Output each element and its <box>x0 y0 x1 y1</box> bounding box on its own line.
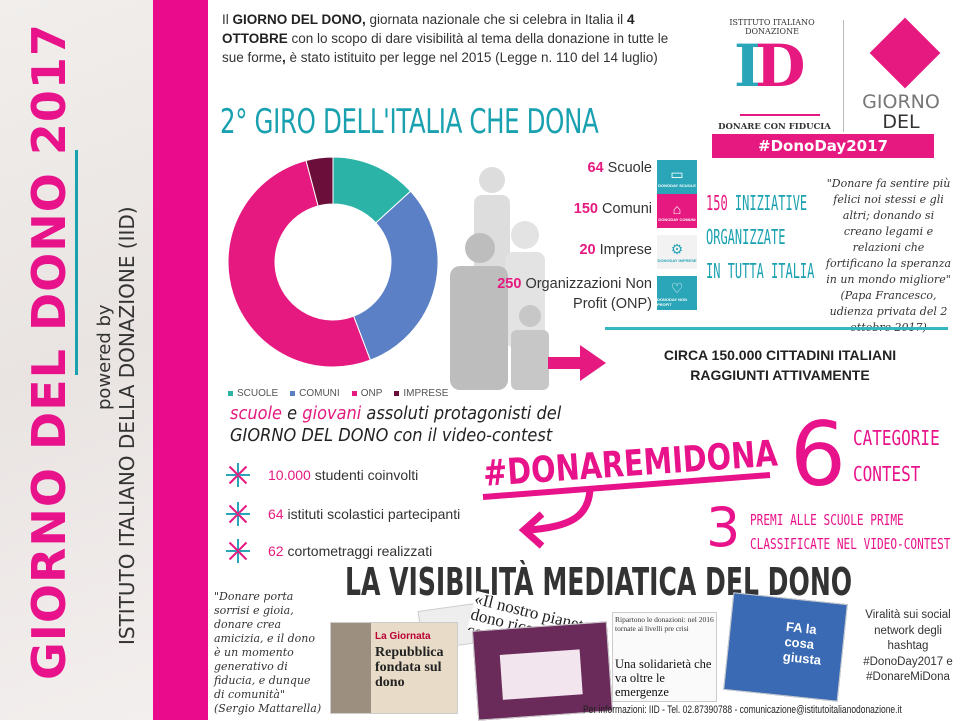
press-clipping-giornata: La Giornata Repubblica fondata sul dono <box>330 622 458 714</box>
logo-arc-text: ISTITUTO ITALIANO DONAZIONE <box>729 18 815 36</box>
asterisk-icon <box>226 463 250 487</box>
legend-label: IMPRESE <box>403 388 449 399</box>
asterisk-icon <box>226 502 250 526</box>
main-title: GIORNO DEL DONO 2017 <box>22 23 76 680</box>
legend-item-onp: ONP <box>351 388 383 400</box>
tile-onp: ♡ DONODAY NON PROFIT <box>657 276 697 310</box>
donut-slice-comuni <box>352 190 439 361</box>
legend-swatch <box>394 390 400 396</box>
legend-item-comuni: COMUNI <box>290 388 340 400</box>
categories-number: 6 <box>790 403 846 506</box>
legend-swatch <box>351 390 357 396</box>
tile-comuni: ⌂ DONODAY COMUNI <box>657 194 697 228</box>
curved-arrow-icon <box>482 472 771 549</box>
stat-imprese: 20 Imprese <box>579 242 652 258</box>
prizes-label: PREMI ALLE SCUOLE PRIME CLASSIFICATE NEL … <box>750 511 951 553</box>
headline: 2° GIRO DELL'ITALIA CHE DONA <box>220 102 599 142</box>
logo-divider <box>843 20 844 132</box>
categories-label: CATEGORIE CONTEST <box>853 426 940 486</box>
legend-label: SCUOLE <box>237 388 279 399</box>
logo-tagline: DONARE CON FIDUCIA <box>718 122 831 132</box>
tile-scuole: ▭ DONODAY SCUOLE <box>657 160 697 194</box>
heart-icon: ♡ <box>670 279 684 296</box>
donut-chart <box>227 156 439 368</box>
legend-item-imprese: IMPRESE <box>394 388 448 400</box>
stat-comuni: 150 Comuni <box>573 201 652 217</box>
logo-monogram: ID <box>734 32 805 100</box>
stat-onp: 250 Organizzazioni Non Profit (ONP) <box>497 276 652 312</box>
protagonists-text: scuole e giovani assoluti protagonisti d… <box>230 403 562 446</box>
chart-legend: SCUOLE COMUNI ONP IMPRESE <box>228 388 448 400</box>
legend-item-scuole: SCUOLE <box>228 388 278 400</box>
people-silhouettes <box>450 167 549 390</box>
logo-rule <box>740 114 820 116</box>
initiatives: 150 INIZIATIVE ORGANIZZATE IN TUTTA ITALIA <box>706 191 815 283</box>
arrow-right-icon <box>548 345 606 381</box>
tv-screenshot-fa-la-cosa-giusta: FA la cosa giusta <box>723 592 848 702</box>
legend-swatch <box>228 390 233 396</box>
person-icon <box>450 233 508 390</box>
logo: ISTITUTO ITALIANO DONAZIONE ID DONARE CO… <box>712 10 946 160</box>
hashtag-banner: #DonoDay2017 <box>712 134 934 158</box>
photo <box>331 623 371 713</box>
gears-icon: ⚙ <box>670 241 684 257</box>
viral-text: Viralità sui social network degli hashta… <box>863 609 953 683</box>
building-icon: ⌂ <box>672 200 682 217</box>
reach-text: CIRCA 150.000 CITTADINI ITALIANI RAGGIUNT… <box>663 347 897 383</box>
institute-name: ISTITUTO ITALIANO DELLA DONAZIONE (IID) <box>115 206 139 645</box>
powered-by: powered by <box>94 304 115 410</box>
sidebar-panel: GIORNO DEL DONO 2017 powered by ISTITUTO… <box>0 0 153 720</box>
legend-swatch <box>290 390 296 396</box>
legend-label: ONP <box>360 388 383 399</box>
legend-label: COMUNI <box>299 388 340 399</box>
pope-quote: "Donare fa sentire più felici noi stessi… <box>825 177 952 334</box>
bullet-schools: 64 istituti scolastici partecipanti <box>226 502 460 526</box>
donut-slice-imprese <box>305 156 334 207</box>
bullet-shorts: 62 cortometraggi realizzati <box>226 539 432 563</box>
asterisk-icon <box>226 539 250 563</box>
mattarella-quote: "Donare porta sorrisi e gioia, donare cr… <box>214 590 322 715</box>
stat-scuole: 64 Scuole <box>587 160 652 176</box>
press-clipping-donazioni: Ripartono le donazioni: nel 2016 tornate… <box>612 612 717 702</box>
bullet-students: 10.000 studenti coinvolti <box>226 463 418 487</box>
contact-info: Per informazioni: IID - Tel. 02.87390788… <box>583 704 902 716</box>
intro-text: Il GIORNO DEL DONO, giornata nazionale c… <box>222 12 669 65</box>
magenta-stripe <box>153 0 208 720</box>
prizes-number: 3 <box>706 496 741 559</box>
divider <box>75 150 78 375</box>
divider <box>605 327 948 330</box>
book-icon: ▭ <box>670 166 684 182</box>
stats-list: 64 Scuole 150 Comuni 20 Imprese 250 Orga… <box>497 160 652 312</box>
donut-slice-onp <box>227 159 371 368</box>
tile-imprese: ⚙ DONODAY IMPRESE <box>657 235 697 269</box>
diamond-icon <box>869 17 941 89</box>
person-icon <box>511 305 549 390</box>
